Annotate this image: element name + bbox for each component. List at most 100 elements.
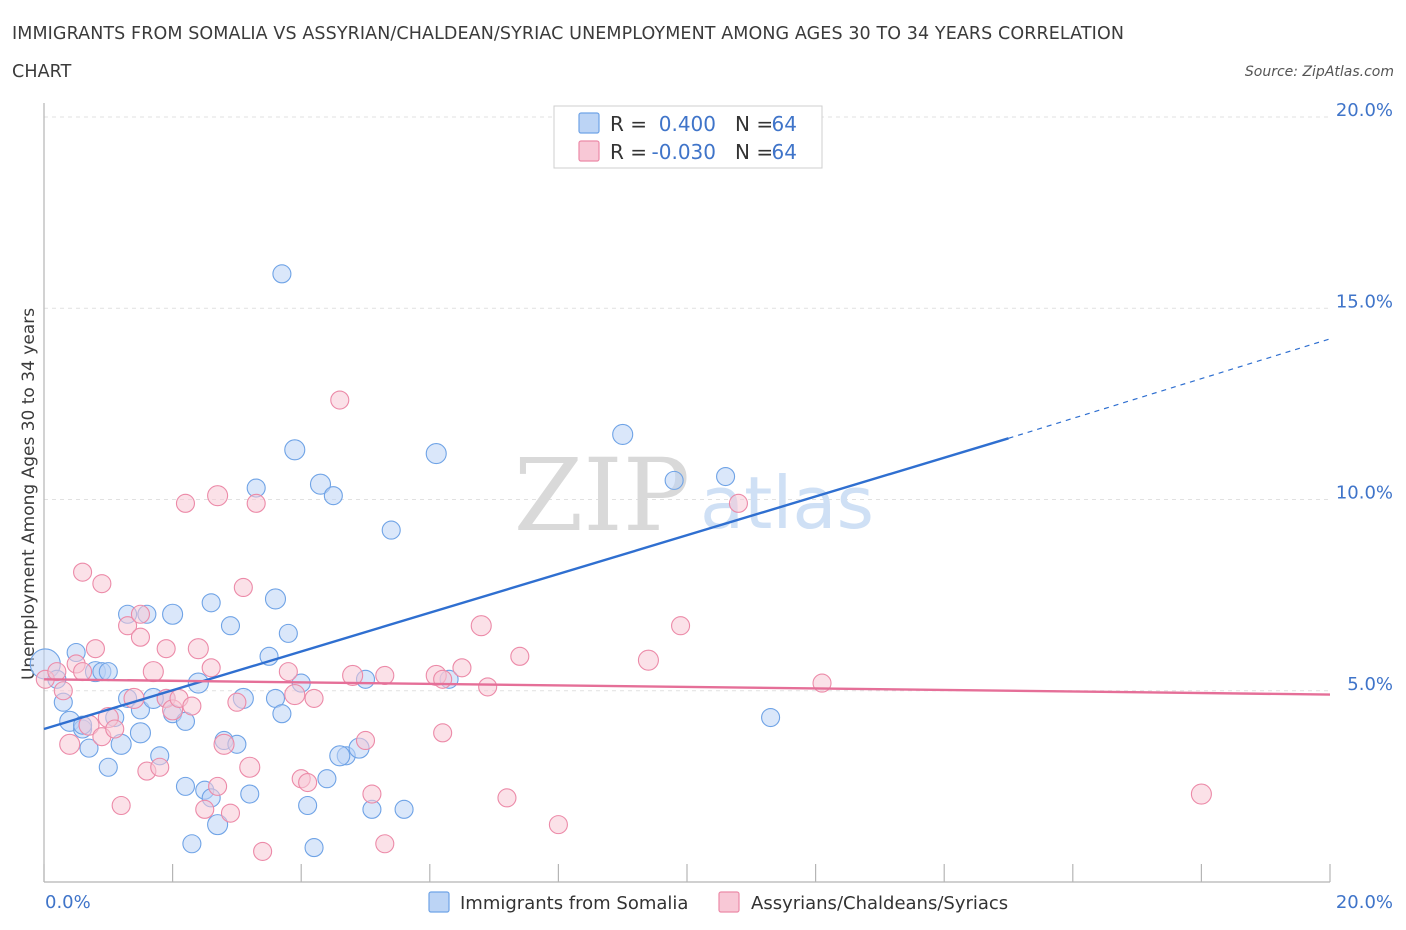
legend-n-label-somalia: N =	[735, 112, 773, 136]
y-tick-labels: 5.0% 10.0% 15.0% 20.0%	[1336, 100, 1393, 695]
x-tick-label-min: 0.0%	[45, 892, 91, 913]
trend-lines	[43, 338, 1331, 731]
point-assyrian-41	[304, 688, 324, 708]
point-assyrian-46	[375, 834, 395, 854]
trend-line-somalia-extension	[1008, 338, 1331, 439]
point-assyrian-22	[156, 639, 176, 659]
point-assyrian-53	[510, 646, 530, 666]
point-assyrian-35	[239, 756, 261, 778]
legend-n-value-assyrian: 64	[772, 140, 797, 164]
point-assyrian-15	[123, 687, 145, 709]
point-somalia-54	[272, 264, 292, 284]
point-assyrian-55	[637, 649, 659, 671]
legend-swatch-somalia	[578, 112, 600, 134]
point-somalia-50	[381, 520, 401, 540]
point-somalia-6	[79, 738, 99, 758]
y-tick-label-5: 5.0%	[1347, 674, 1393, 695]
point-assyrian-37	[253, 841, 273, 861]
point-somalia-15	[129, 722, 151, 744]
point-assyrian-56	[671, 616, 691, 636]
point-somalia-43	[309, 473, 332, 495]
trend-line-assyrian	[43, 678, 1331, 696]
point-assyrian-19	[142, 661, 164, 683]
y-tick-label-15: 15.0%	[1336, 291, 1393, 312]
y-tick-label-20: 20.0%	[1336, 100, 1393, 121]
point-somalia-37	[272, 704, 292, 724]
point-assyrian-33	[227, 692, 247, 712]
series-legend: Immigrants from Somalia Assyrians/Chalde…	[428, 891, 1008, 914]
stats-legend: R = 0.400 N = 64 R = -0.030 N = 64	[553, 105, 823, 169]
point-assyrian-28	[195, 799, 215, 819]
point-assyrian-63	[207, 485, 229, 507]
point-somalia-39	[284, 439, 306, 461]
point-assyrian-42	[330, 390, 350, 410]
point-somalia-35	[264, 588, 287, 610]
series-legend-swatch-assyrian	[718, 891, 740, 913]
point-assyrian-39	[284, 684, 306, 706]
point-assyrian-1	[47, 662, 67, 682]
point-somalia-25	[201, 593, 221, 613]
scatter-points	[29, 264, 1212, 861]
gridlines	[44, 116, 1330, 692]
y-axis-label: Unemployment Among Ages 30 to 34 years	[19, 308, 39, 680]
point-assyrian-61	[298, 772, 318, 793]
point-assyrian-2	[53, 681, 73, 701]
point-somalia-51	[425, 443, 447, 465]
point-somalia-21	[175, 776, 196, 796]
x-tick-label-max: 20.0%	[1336, 892, 1393, 913]
point-somalia-9	[98, 757, 118, 777]
point-somalia-58	[761, 707, 781, 728]
point-somalia-27	[207, 814, 229, 836]
legend-swatch-assyrian	[578, 140, 600, 162]
point-assyrian-26	[182, 696, 202, 716]
point-somalia-44	[317, 769, 337, 789]
point-assyrian-9	[92, 574, 112, 594]
point-assyrian-12	[105, 719, 125, 739]
point-somalia-41	[298, 795, 318, 816]
point-somalia-32	[240, 784, 260, 804]
point-assyrian-59	[1190, 783, 1212, 805]
point-somalia-62	[182, 834, 202, 854]
point-assyrian-45	[362, 784, 382, 804]
point-assyrian-6	[73, 562, 93, 582]
point-assyrian-60	[478, 677, 498, 697]
x-ticks	[43, 864, 1331, 882]
point-assyrian-36	[246, 493, 266, 513]
series-legend-label-somalia: Immigrants from Somalia	[460, 893, 688, 914]
point-somalia-45	[323, 486, 343, 506]
point-assyrian-52	[497, 788, 517, 808]
point-assyrian-5	[73, 662, 93, 682]
legend-n-label-assyrian: N =	[735, 140, 773, 164]
legend-r-label-assyrian: R =	[610, 140, 647, 164]
point-assyrian-50	[452, 658, 472, 678]
point-assyrian-34	[233, 577, 253, 598]
point-assyrian-62	[375, 665, 395, 686]
chart-title-line-2: CHART	[12, 62, 72, 82]
series-legend-swatch-somalia	[428, 891, 450, 913]
point-assyrian-57	[728, 493, 748, 513]
point-somalia-19	[162, 603, 184, 625]
point-assyrian-29	[201, 658, 221, 678]
point-somalia-63	[329, 745, 351, 767]
point-assyrian-14	[118, 616, 138, 636]
point-assyrian-3	[59, 733, 81, 755]
point-somalia-42	[304, 838, 324, 858]
legend-r-value-assyrian: -0.030	[652, 140, 716, 164]
chart-source: Source: ZipAtlas.com	[1245, 64, 1394, 80]
point-assyrian-17	[130, 627, 150, 647]
point-assyrian-27	[187, 638, 209, 660]
point-assyrian-32	[220, 803, 241, 823]
point-assyrian-38	[278, 662, 298, 682]
point-somalia-56	[664, 470, 684, 490]
point-assyrian-30	[208, 776, 228, 796]
point-assyrian-51	[470, 615, 492, 637]
legend-n-value-somalia: 64	[772, 112, 797, 136]
chart-title-line-1: IMMIGRANTS FROM SOMALIA VS ASSYRIAN/CHAL…	[12, 24, 1124, 44]
point-somalia-29	[220, 616, 241, 636]
legend-r-label-somalia: R =	[610, 112, 647, 136]
point-assyrian-13	[111, 795, 131, 816]
point-assyrian-25	[175, 493, 196, 513]
series-legend-label-assyrian: Assyrians/Chaldeans/Syriacs	[751, 893, 1008, 914]
point-somalia-55	[612, 423, 634, 446]
